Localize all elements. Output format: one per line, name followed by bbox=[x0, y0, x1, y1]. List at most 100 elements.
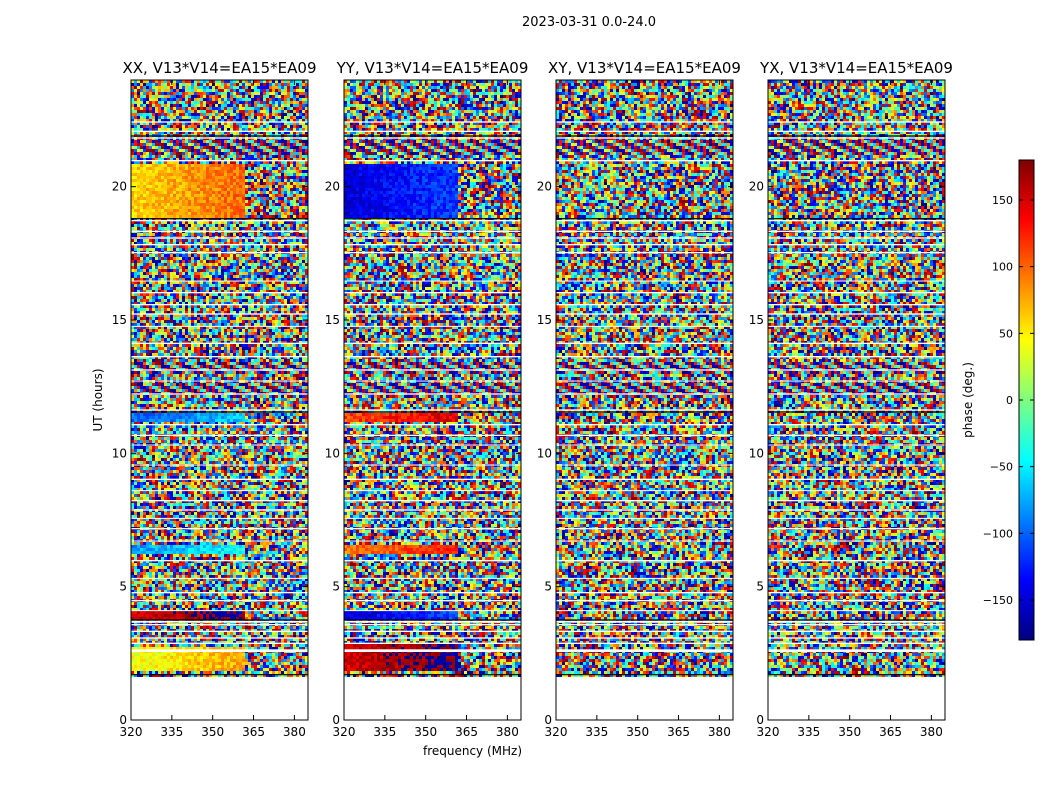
heatmap-cell bbox=[272, 305, 275, 308]
heatmap-cell bbox=[179, 164, 182, 167]
heatmap-cell bbox=[257, 110, 260, 113]
heatmap-cell bbox=[224, 146, 227, 149]
heatmap-cell bbox=[284, 239, 287, 242]
heatmap-cell bbox=[248, 239, 251, 242]
heatmap-cell bbox=[275, 158, 278, 161]
heatmap-cell bbox=[209, 239, 212, 242]
heatmap-cell bbox=[290, 311, 293, 314]
heatmap-cell bbox=[134, 281, 137, 284]
heatmap-cell bbox=[281, 119, 284, 122]
heatmap-cell bbox=[299, 266, 302, 269]
heatmap-cell bbox=[140, 233, 143, 236]
heatmap-cell bbox=[137, 98, 140, 101]
heatmap-cell bbox=[140, 254, 143, 257]
heatmap-cell bbox=[200, 290, 203, 293]
heatmap-cell bbox=[200, 182, 203, 185]
heatmap-cell bbox=[182, 110, 185, 113]
heatmap-cell bbox=[218, 149, 221, 152]
heatmap-cell bbox=[218, 254, 221, 257]
heatmap-cell bbox=[146, 95, 149, 98]
heatmap-cell bbox=[131, 128, 134, 131]
heatmap-cell bbox=[137, 104, 140, 107]
heatmap-cell bbox=[197, 284, 200, 287]
heatmap-cell bbox=[290, 209, 293, 212]
heatmap-cell bbox=[137, 254, 140, 257]
heatmap-cell bbox=[278, 263, 281, 266]
heatmap-cell bbox=[164, 326, 167, 329]
heatmap-cell bbox=[272, 119, 275, 122]
heatmap-cell bbox=[269, 278, 272, 281]
heatmap-cell bbox=[278, 191, 281, 194]
heatmap-cell bbox=[263, 80, 266, 83]
heatmap-cell bbox=[158, 263, 161, 266]
heatmap-cell bbox=[158, 260, 161, 263]
heatmap-cell bbox=[206, 293, 209, 296]
heatmap-cell bbox=[266, 92, 269, 95]
heatmap-cell bbox=[134, 224, 137, 227]
heatmap-cell bbox=[197, 299, 200, 302]
heatmap-cell bbox=[236, 152, 239, 155]
heatmap-cell bbox=[248, 287, 251, 290]
heatmap-cell bbox=[146, 170, 149, 173]
heatmap-cell bbox=[275, 284, 278, 287]
heatmap-cell bbox=[143, 311, 146, 314]
heatmap-cell bbox=[164, 188, 167, 191]
heatmap-cell bbox=[212, 245, 215, 248]
heatmap-cell bbox=[182, 209, 185, 212]
heatmap-cell bbox=[227, 329, 230, 332]
heatmap-cell bbox=[149, 224, 152, 227]
heatmap-cell bbox=[134, 326, 137, 329]
heatmap-cell bbox=[233, 182, 236, 185]
heatmap-cell bbox=[260, 173, 263, 176]
heatmap-cell bbox=[272, 275, 275, 278]
heatmap-cell bbox=[194, 170, 197, 173]
heatmap-cell bbox=[254, 203, 257, 206]
heatmap-cell bbox=[164, 260, 167, 263]
heatmap-cell bbox=[248, 302, 251, 305]
heatmap-cell bbox=[293, 131, 296, 134]
heatmap-cell bbox=[191, 98, 194, 101]
heatmap-cell bbox=[212, 80, 215, 83]
heatmap-cell bbox=[149, 80, 152, 83]
heatmap-cell bbox=[197, 245, 200, 248]
heatmap-cell bbox=[275, 266, 278, 269]
heatmap-cell bbox=[278, 212, 281, 215]
heatmap-cell bbox=[176, 278, 179, 281]
heatmap-cell bbox=[188, 308, 191, 311]
heatmap-cell bbox=[140, 326, 143, 329]
heatmap-cell bbox=[194, 257, 197, 260]
heatmap-cell bbox=[266, 281, 269, 284]
heatmap-cell bbox=[281, 263, 284, 266]
heatmap-cell bbox=[131, 287, 134, 290]
heatmap-cell bbox=[209, 101, 212, 104]
heatmap-cell bbox=[212, 113, 215, 116]
heatmap-cell bbox=[251, 299, 254, 302]
heatmap-cell bbox=[140, 272, 143, 275]
heatmap-cell bbox=[176, 155, 179, 158]
heatmap-cell bbox=[170, 140, 173, 143]
heatmap-cell bbox=[164, 269, 167, 272]
heatmap-cell bbox=[173, 221, 176, 224]
heatmap-cell bbox=[143, 281, 146, 284]
heatmap-cell bbox=[158, 287, 161, 290]
heatmap-cell bbox=[155, 92, 158, 95]
heatmap-cell bbox=[131, 224, 134, 227]
heatmap-cell bbox=[215, 155, 218, 158]
heatmap-cell bbox=[131, 188, 134, 191]
heatmap-cell bbox=[164, 140, 167, 143]
heatmap-cell bbox=[152, 323, 155, 326]
heatmap-cell bbox=[164, 191, 167, 194]
heatmap-cell bbox=[206, 170, 209, 173]
heatmap-cell bbox=[203, 83, 206, 86]
heatmap-cell bbox=[236, 113, 239, 116]
heatmap-cell bbox=[266, 86, 269, 89]
heatmap-cell bbox=[269, 185, 272, 188]
heatmap-cell bbox=[140, 245, 143, 248]
heatmap-cell bbox=[224, 143, 227, 146]
heatmap-cell bbox=[152, 299, 155, 302]
heatmap-cell bbox=[236, 200, 239, 203]
heatmap-cell bbox=[227, 143, 230, 146]
heatmap-cell bbox=[167, 212, 170, 215]
heatmap-cell bbox=[221, 200, 224, 203]
heatmap-cell bbox=[254, 113, 257, 116]
